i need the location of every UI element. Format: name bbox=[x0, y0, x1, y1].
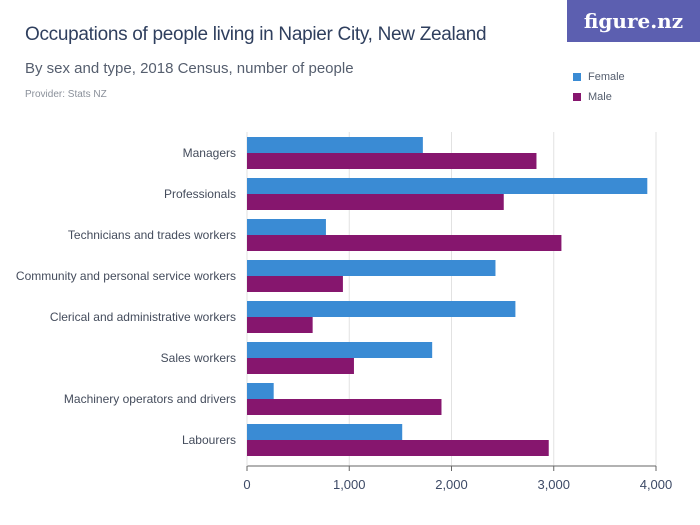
bar-female bbox=[247, 178, 648, 194]
bar-male bbox=[247, 235, 562, 251]
bar-female bbox=[247, 424, 403, 440]
bar-male bbox=[247, 153, 537, 169]
bar-male bbox=[247, 276, 343, 292]
category-label: Professionals bbox=[164, 187, 236, 201]
provider-label: Provider: Stats NZ bbox=[25, 89, 107, 100]
chart-title: Occupations of people living in Napier C… bbox=[25, 24, 487, 45]
x-tick-label: 1,000 bbox=[333, 477, 366, 492]
category-label: Labourers bbox=[182, 433, 236, 447]
x-tick-label: 4,000 bbox=[640, 477, 673, 492]
bar-male bbox=[247, 317, 313, 333]
bar-female bbox=[247, 301, 516, 317]
category-label: Sales workers bbox=[161, 351, 236, 365]
legend-swatch-male bbox=[573, 93, 581, 101]
category-label: Clerical and administrative workers bbox=[50, 310, 236, 324]
figure-nz-logo[interactable]: figure.nz bbox=[567, 0, 700, 42]
x-tick-label: 0 bbox=[243, 477, 250, 492]
bar-female bbox=[247, 383, 274, 399]
legend-item-male: Male bbox=[573, 87, 625, 107]
bar-female bbox=[247, 137, 423, 153]
category-label: Managers bbox=[183, 146, 236, 160]
category-label: Community and personal service workers bbox=[16, 269, 236, 283]
legend-item-female: Female bbox=[573, 67, 625, 87]
legend-swatch-female bbox=[573, 73, 581, 81]
category-label: Technicians and trades workers bbox=[68, 228, 236, 242]
legend-label-female: Female bbox=[588, 71, 625, 83]
x-tick-label: 2,000 bbox=[435, 477, 468, 492]
bar-male bbox=[247, 194, 504, 210]
x-tick-label: 3,000 bbox=[537, 477, 570, 492]
bar-female bbox=[247, 260, 496, 276]
legend: Female Male bbox=[573, 67, 625, 107]
bar-male bbox=[247, 358, 354, 374]
bar-female bbox=[247, 342, 433, 358]
bar-male bbox=[247, 440, 549, 456]
chart-subtitle: By sex and type, 2018 Census, number of … bbox=[25, 60, 354, 77]
category-label: Machinery operators and drivers bbox=[64, 392, 236, 406]
bar-female bbox=[247, 219, 326, 235]
bar-male bbox=[247, 399, 442, 415]
legend-label-male: Male bbox=[588, 91, 612, 103]
